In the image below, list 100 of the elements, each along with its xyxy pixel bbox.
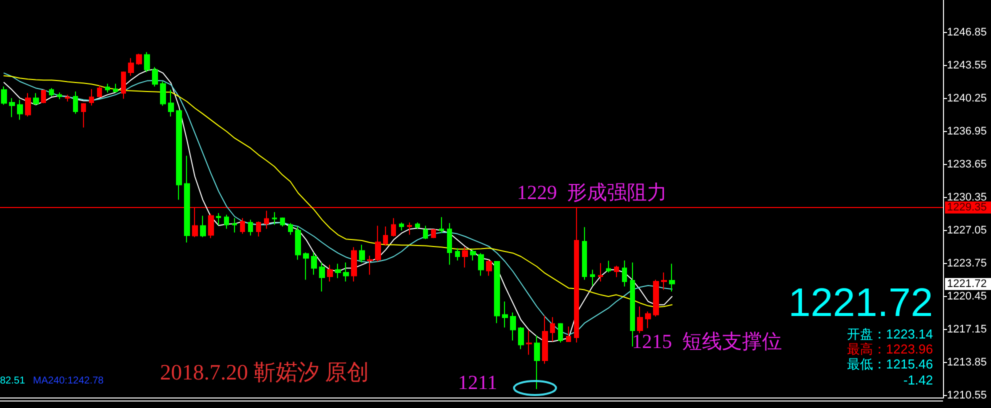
candlestick — [622, 260, 627, 287]
candlestick — [303, 252, 309, 280]
annotation: 1215 短线支撑位 — [632, 331, 782, 353]
candlestick — [25, 92, 31, 117]
candlestick — [391, 218, 396, 237]
candlestick — [152, 66, 158, 87]
candlestick — [121, 71, 126, 100]
y-tick-label: 1210.55 — [947, 390, 987, 402]
candlestick — [105, 83, 110, 93]
candlestick — [311, 252, 317, 276]
annotation: 1229 形成强阻力 — [517, 182, 667, 204]
candlestick — [248, 219, 253, 236]
candlestick — [113, 83, 118, 93]
candlestick — [208, 213, 214, 239]
candlestick — [375, 225, 381, 262]
candlestick — [128, 58, 134, 76]
candlestick — [57, 92, 62, 100]
candlestick — [9, 98, 15, 118]
y-tick-label: 1227.05 — [947, 224, 987, 236]
candlestick — [415, 222, 420, 230]
candlestick — [661, 272, 667, 290]
candlestick — [288, 222, 293, 236]
candlestick — [606, 260, 611, 273]
y-tick-label: 1230.35 — [947, 192, 987, 204]
y-tick-label: 1213.85 — [947, 356, 987, 368]
candlestick — [367, 255, 373, 276]
candlestick — [319, 262, 325, 292]
candlestick — [550, 316, 555, 342]
candlestick — [526, 330, 532, 356]
text: -1.42 — [903, 372, 933, 388]
candlestick — [494, 261, 500, 324]
candlestick — [407, 222, 412, 236]
candlestick — [462, 246, 468, 268]
candlestick — [455, 248, 460, 261]
candlestick — [598, 262, 603, 282]
candlestick — [534, 335, 540, 390]
candlestick — [359, 244, 365, 263]
candlestick — [17, 99, 23, 120]
candlestick — [558, 322, 563, 343]
candlestick — [351, 246, 357, 282]
candlestick — [542, 315, 548, 364]
candlestick — [184, 155, 190, 243]
candlestick — [33, 92, 39, 106]
y-tick-label: 1236.95 — [947, 126, 987, 138]
candlestick — [81, 102, 86, 128]
y-tick-label: 1246.85 — [947, 26, 987, 38]
candlestick — [669, 263, 675, 292]
candlestick — [73, 91, 78, 114]
candlestick — [637, 306, 643, 334]
candlestick — [280, 217, 285, 227]
ref-line-label: 1229.35 — [947, 202, 987, 214]
candlestick — [200, 215, 206, 238]
candlestick — [49, 88, 54, 97]
candlestick — [160, 81, 166, 106]
y-tick-label: 1223.75 — [947, 258, 987, 270]
candlestick — [1, 86, 7, 106]
candlestick — [335, 263, 341, 279]
annotation: 82.51 — [0, 376, 26, 386]
candlestick — [41, 89, 46, 104]
candlestick — [447, 222, 452, 266]
candlestick — [645, 311, 651, 329]
candlestick — [168, 89, 174, 117]
candlestick — [478, 252, 484, 276]
candlestick — [65, 94, 70, 102]
candlestick — [144, 52, 150, 73]
candlestick — [566, 326, 571, 342]
text: 开盘：1223.14 — [847, 326, 933, 342]
text: 1221.72 — [788, 281, 933, 325]
candlestick — [518, 326, 524, 350]
candlestick — [136, 53, 142, 66]
candlestick — [232, 218, 237, 233]
candlestick — [590, 269, 595, 286]
annotation: 2018.7.20 靳婼汐 原创 — [160, 360, 369, 384]
candlestick — [89, 88, 94, 106]
candlestick — [327, 264, 333, 282]
candlestick — [176, 110, 182, 200]
annotation: 1211 — [458, 372, 498, 394]
text: 最低：1215.46 — [847, 356, 933, 372]
y-tick-label: 1217.15 — [947, 324, 987, 336]
text: 1221.72 — [947, 278, 987, 290]
candlestick — [256, 221, 261, 237]
y-tick-label: 1220.45 — [947, 290, 987, 302]
candlestick — [510, 312, 516, 341]
candlestick — [614, 265, 619, 278]
candlestick — [272, 212, 277, 226]
text: 最高：1223.96 — [847, 342, 933, 356]
candlestick — [383, 226, 388, 246]
candlestick — [224, 214, 229, 230]
candlestick — [423, 225, 428, 240]
candlestick — [216, 212, 221, 226]
candlestick — [630, 262, 635, 347]
y-tick-label: 1243.55 — [947, 60, 987, 72]
candlestick — [295, 226, 301, 260]
annotation: MA240:1242.78 — [33, 376, 104, 386]
y-tick-label: 1240.25 — [947, 92, 987, 104]
candlestick — [264, 210, 269, 230]
candlestick — [240, 218, 245, 234]
y-tick-label: 1233.65 — [947, 158, 987, 170]
candlestick — [582, 226, 587, 280]
candlestick — [343, 262, 349, 282]
